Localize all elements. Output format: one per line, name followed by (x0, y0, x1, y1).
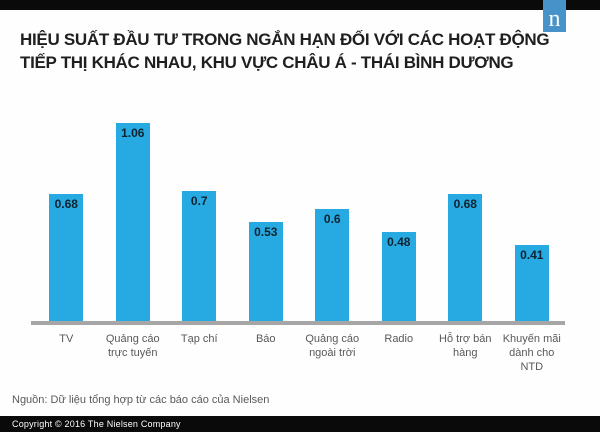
x-axis-label: Quảng cáo ngoài trời (305, 333, 360, 359)
bar-value-label: 0.7 (190, 194, 208, 208)
bar-value-label: 1.06 (121, 126, 145, 140)
top-black-bar (0, 0, 600, 10)
bar-column: 0.41 Khuyến mãi dành cho NTD (499, 123, 566, 374)
bar-plot-area: 0.68 (33, 123, 100, 322)
bar-value-label: 0.48 (387, 235, 411, 249)
bar-plot-area: 0.7 (166, 123, 233, 322)
bar-plot-area: 0.6 (299, 123, 366, 322)
bar-plot-area: 0.48 (366, 123, 433, 322)
bar-plot-area: 0.53 (233, 123, 300, 322)
nielsen-logo-letter: n (548, 6, 561, 32)
bar-column: 0.48 Radio (366, 123, 433, 374)
x-axis-label: Radio (384, 333, 414, 345)
source-note: Nguồn: Dữ liệu tổng hợp từ các báo cáo c… (12, 394, 270, 406)
bar: 0.53 (248, 222, 283, 322)
x-axis-baseline (31, 321, 565, 325)
x-axis-label: Khuyến mãi dành cho NTD (502, 333, 561, 373)
bar: 0.6 (315, 209, 350, 322)
bar-column: 0.53 Báo (233, 123, 300, 374)
bar-plot-area: 0.68 (432, 123, 499, 322)
bar-column: 0.68 TV (33, 123, 100, 374)
bar-value-label: 0.6 (323, 212, 341, 226)
bar-column: 0.6 Quảng cáo ngoài trời (299, 123, 366, 374)
nielsen-logo: n (543, 0, 566, 32)
bar-chart: 0.68 TV 1.06 Quảng cáo trực tuyến 0.7 Tạp chí… (33, 123, 565, 374)
bar-column: 1.06 Quảng cáo trực tuyến (100, 123, 167, 374)
x-axis-label: TV (59, 333, 74, 345)
bar-value-label: 0.53 (254, 225, 278, 239)
x-axis-label: Quảng cáo trực tuyến (105, 333, 160, 359)
x-axis-label: Báo (255, 333, 276, 345)
copyright-bar: Copyright © 2016 The Nielsen Company (0, 416, 600, 432)
bar: 0.41 (514, 245, 549, 322)
bar: 0.68 (49, 194, 84, 322)
bar-value-label: 0.68 (453, 197, 477, 211)
bar-plot-area: 0.41 (499, 123, 566, 322)
bar-column: 0.68 Hỗ trợ bán hàng (432, 123, 499, 374)
copyright-text: Copyright © 2016 The Nielsen Company (12, 419, 181, 429)
page-title: HIỆU SUẤT ĐẦU TƯ TRONG NGẮN HẠN ĐỐI VỚI … (20, 28, 585, 74)
bar-plot-area: 1.06 (100, 123, 167, 322)
bar: 0.68 (448, 194, 483, 322)
x-axis-label: Hỗ trợ bán hàng (439, 333, 492, 359)
x-axis-label: Tạp chí (180, 333, 218, 345)
bar: 0.7 (182, 191, 217, 322)
bar: 1.06 (115, 123, 150, 322)
page-title-line-1: HIỆU SUẤT ĐẦU TƯ TRONG NGẮN HẠN ĐỐI VỚI … (20, 30, 550, 49)
bar-value-label: 0.68 (54, 197, 78, 211)
bar: 0.48 (381, 232, 416, 322)
bar-column: 0.7 Tạp chí (166, 123, 233, 374)
bar-value-label: 0.41 (520, 248, 544, 262)
page-title-line-2: TIẾP THỊ KHÁC NHAU, KHU VỰC CHÂU Á - THÁ… (20, 53, 514, 72)
